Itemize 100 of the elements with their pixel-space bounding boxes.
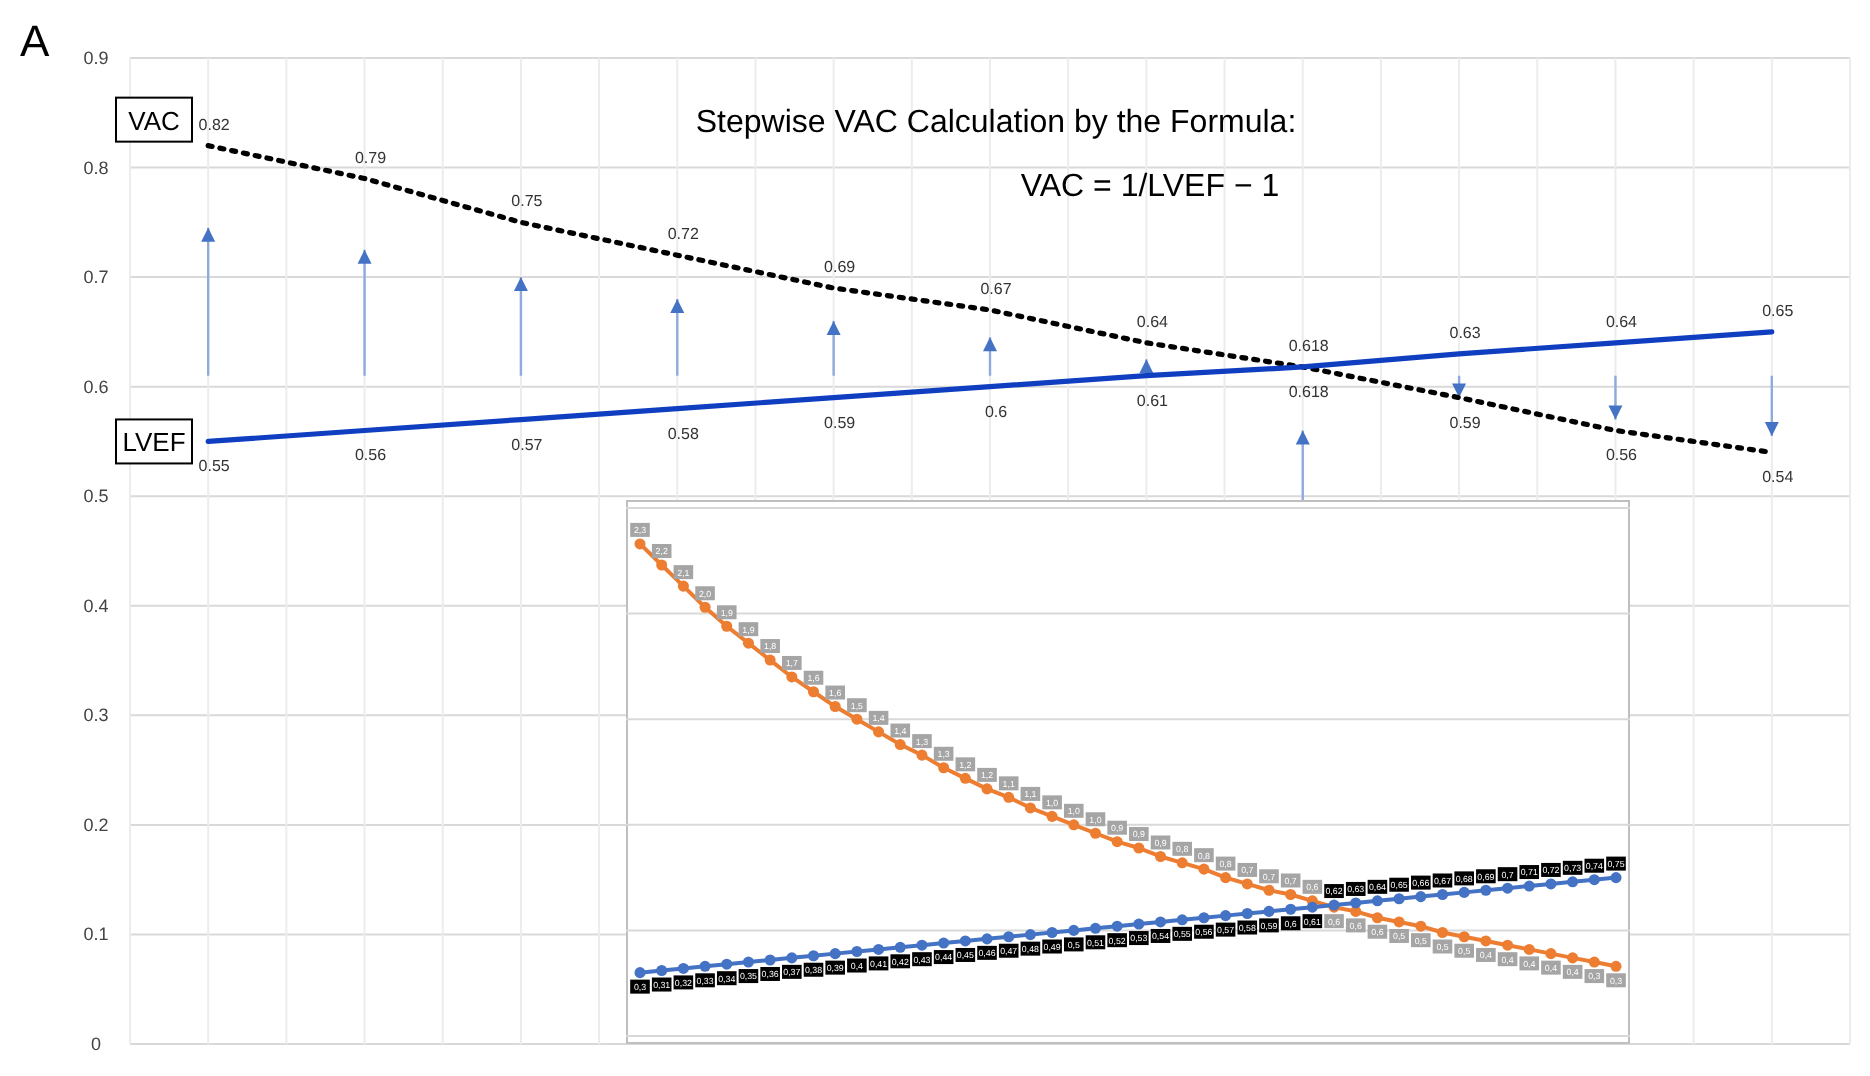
point <box>807 686 820 698</box>
point <box>851 713 863 725</box>
point <box>1263 884 1275 896</box>
point <box>1176 857 1188 869</box>
point <box>1220 872 1232 884</box>
point <box>873 726 885 738</box>
data-label: 0.82 <box>198 115 231 134</box>
point <box>699 960 711 972</box>
point <box>1176 914 1188 926</box>
data-label: 0.64 <box>1136 312 1170 331</box>
point <box>1198 912 1210 924</box>
point <box>1415 920 1427 932</box>
y-tick-label: 0.7 <box>83 267 109 288</box>
point <box>981 933 993 945</box>
point <box>721 958 733 970</box>
point <box>1567 952 1579 964</box>
point <box>959 935 971 947</box>
y-tick-label: 0.9 <box>83 48 109 68</box>
point <box>656 965 668 977</box>
annotation: VAC = 1/LVEF − 1 <box>1020 170 1280 204</box>
point <box>829 701 841 713</box>
point <box>1241 907 1253 920</box>
point <box>1588 956 1600 968</box>
data-label: 0.79 <box>354 148 388 167</box>
point <box>1350 897 1362 909</box>
point <box>1480 935 1492 947</box>
y-tick-label: 0.4 <box>83 595 109 616</box>
point <box>873 943 885 955</box>
point <box>1003 931 1015 943</box>
point <box>1502 882 1514 894</box>
point <box>1046 926 1058 939</box>
point <box>851 946 863 958</box>
data-label: 0.75 <box>511 192 544 211</box>
y-tick-label: 0.3 <box>83 705 109 726</box>
point <box>699 601 711 613</box>
point <box>1545 878 1557 890</box>
point <box>721 620 733 632</box>
point <box>1068 924 1080 936</box>
point <box>1523 943 1535 955</box>
point <box>1024 802 1036 814</box>
y-tick-label: 0.5 <box>83 486 109 507</box>
point <box>894 941 906 953</box>
series-label: VAC <box>128 105 180 136</box>
data-label: 0.59 <box>1449 413 1482 432</box>
point <box>1523 880 1535 892</box>
point <box>634 967 646 979</box>
point <box>742 637 754 649</box>
point <box>894 739 906 751</box>
data-label: 0.64 <box>1605 312 1639 331</box>
point <box>938 762 950 774</box>
point <box>1393 916 1405 928</box>
point <box>1306 901 1318 913</box>
point <box>1588 874 1600 886</box>
point <box>1545 948 1557 960</box>
point <box>1371 912 1383 924</box>
data-label: 0.54 <box>1762 468 1795 487</box>
y-tick-label: 0.1 <box>83 924 109 945</box>
point <box>1220 910 1232 922</box>
point <box>829 948 841 960</box>
data-label: 0.58 <box>667 424 700 443</box>
data-label: 0.65 <box>1762 301 1795 320</box>
point <box>1089 827 1101 839</box>
point <box>1567 876 1579 888</box>
point <box>786 952 798 964</box>
text: Stepwise VAC Calculation by the Formula: <box>695 106 1297 140</box>
point <box>1263 905 1275 917</box>
point <box>677 580 689 592</box>
point <box>634 538 646 550</box>
point <box>1436 888 1449 901</box>
point <box>1241 878 1253 890</box>
point <box>1024 929 1036 941</box>
data-label: 0.59 <box>824 413 857 432</box>
text: A <box>20 16 50 66</box>
point <box>1610 872 1622 884</box>
data-label: 0.55 <box>198 457 231 476</box>
data-label: 0.61 <box>1136 391 1170 410</box>
point <box>1133 918 1145 930</box>
point <box>916 939 928 951</box>
point <box>1371 895 1383 907</box>
point <box>959 772 971 784</box>
y-tick-label: 0.6 <box>83 376 109 397</box>
point <box>1068 819 1080 831</box>
point <box>1111 836 1123 848</box>
point <box>807 950 820 962</box>
data-label: 0.69 <box>824 258 857 277</box>
point <box>1089 922 1101 934</box>
data-label: 0.56 <box>354 446 388 465</box>
data-label: 0.6 <box>984 402 1009 421</box>
point <box>1003 791 1015 803</box>
point <box>764 654 776 666</box>
point <box>938 937 950 949</box>
point <box>1502 939 1514 951</box>
point <box>1285 888 1297 901</box>
point <box>1133 842 1145 854</box>
point <box>981 783 993 795</box>
point <box>1415 891 1427 903</box>
point <box>1610 960 1622 972</box>
data-label: 0.72 <box>667 225 700 244</box>
point <box>677 962 689 974</box>
data-label: 0.618 <box>1288 336 1330 355</box>
